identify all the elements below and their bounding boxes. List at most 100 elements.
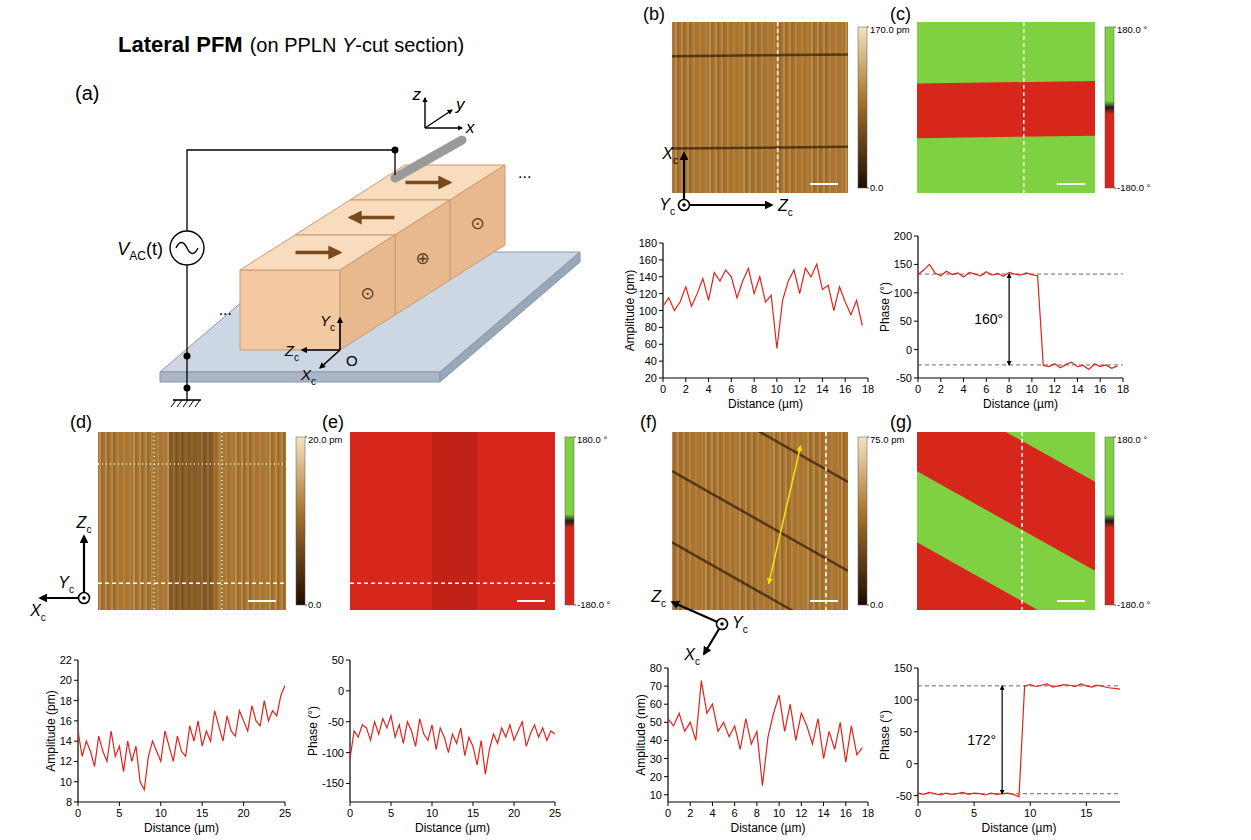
y-tick <box>664 740 668 741</box>
map-panel: (g)180.0 °-180.0 ° <box>890 325 1151 642</box>
domain-wall <box>672 147 848 149</box>
texture <box>699 22 701 193</box>
x-tick-label: 0 <box>660 383 666 395</box>
y-tick-label: 10 <box>60 776 72 788</box>
axis-name: Xc <box>29 602 46 623</box>
colorbar-tick <box>867 437 869 438</box>
y-tick-label: 100 <box>894 287 912 299</box>
ac-source <box>170 231 204 265</box>
texture <box>758 22 759 193</box>
colorbar-label: 20.0 pm <box>308 434 342 445</box>
data-line <box>668 681 862 786</box>
axis-arrow <box>672 602 722 624</box>
profile-line <box>154 432 156 610</box>
y-tick <box>914 378 918 379</box>
y-tick <box>664 668 668 669</box>
texture <box>712 22 713 193</box>
map-image <box>917 22 1095 193</box>
x-tick-label: 0 <box>915 807 921 819</box>
y-axis-title: Phase (°) <box>878 282 892 332</box>
y-axis-title: Amplitude (pm) <box>44 690 58 771</box>
x-tick <box>918 802 919 806</box>
y-tick <box>74 660 78 661</box>
y-tick-label: 200 <box>894 230 912 242</box>
domain <box>917 432 1095 482</box>
x-tick <box>1054 378 1055 382</box>
colorbar-label: -180.0 ° <box>1117 182 1151 193</box>
y-tick <box>346 783 350 784</box>
y-tick-label: 50 <box>900 726 912 738</box>
axis-name: Zc <box>284 342 299 363</box>
x-tick <box>731 378 732 382</box>
axis-name: Zc <box>76 514 92 535</box>
x-tick-label: 16 <box>839 383 851 395</box>
texture <box>677 432 679 610</box>
y-tick-label: 40 <box>650 734 662 746</box>
scale-bar <box>810 183 838 185</box>
colorbar-label: 75.0 pm <box>870 434 904 445</box>
scale-bar <box>810 600 838 602</box>
x-tick <box>473 802 474 806</box>
data-line <box>78 685 285 789</box>
x-tick <box>1100 378 1101 382</box>
x-axis-title: Distance (µm) <box>728 397 803 411</box>
texture <box>675 22 677 193</box>
y-tick <box>74 741 78 742</box>
texture <box>752 22 753 193</box>
x-tick <box>754 378 755 382</box>
x-tick <box>514 802 515 806</box>
texture <box>786 22 787 193</box>
scale-bar <box>1057 600 1085 602</box>
x-tick-label: 6 <box>728 383 734 395</box>
texture <box>795 22 797 193</box>
x-tick-label: 15 <box>467 807 479 819</box>
x-axis <box>918 801 1120 802</box>
origin-label: O <box>346 352 358 369</box>
x-tick-label: 14 <box>816 383 828 395</box>
x-tick <box>668 802 669 806</box>
axis-name: Xc <box>683 646 700 667</box>
node <box>184 385 191 392</box>
axis-name: Yc <box>58 574 74 595</box>
axis-name: Yc <box>659 196 675 217</box>
axis-name: z <box>412 85 422 104</box>
x-axis <box>668 801 868 802</box>
colorbar-tick <box>867 27 869 28</box>
y-tick <box>914 668 918 669</box>
x-tick <box>868 802 869 806</box>
domain-wall <box>672 432 848 482</box>
texture <box>123 432 125 610</box>
panel-label: (a) <box>75 82 99 104</box>
x-axis-title: Distance (µm) <box>144 821 219 835</box>
y-tick-label: 0 <box>906 344 912 356</box>
node <box>392 147 399 154</box>
x-tick-label: 14 <box>817 807 829 819</box>
panel-label: (b) <box>643 4 665 24</box>
texture <box>783 22 785 193</box>
texture <box>235 432 237 610</box>
y-tick-label: 40 <box>645 355 657 367</box>
x-tick <box>940 378 941 382</box>
ground-hatch <box>183 400 188 407</box>
x-tick-label: 0 <box>347 807 353 819</box>
wire <box>187 150 395 231</box>
polarization-symbol: ⊙ <box>470 214 484 233</box>
y-tick-label: 80 <box>645 321 657 333</box>
y-tick <box>914 292 918 293</box>
y-tick <box>74 781 78 782</box>
axis-arrow <box>425 127 462 128</box>
x-tick-label: 5 <box>388 807 394 819</box>
y-tick <box>914 321 918 322</box>
x-tick-label: 18 <box>862 383 874 395</box>
texture <box>714 432 715 610</box>
texture <box>683 432 685 610</box>
data-line <box>663 264 862 348</box>
axis-arrow <box>40 597 84 599</box>
x-tick-label: 0 <box>75 807 81 819</box>
y-tick-label: 50 <box>650 716 662 728</box>
texture <box>718 22 719 193</box>
x-tick-label: 12 <box>1049 383 1061 395</box>
x-tick-label: 10 <box>1024 807 1036 819</box>
x-tick-label: 15 <box>196 807 208 819</box>
x-tick-label: 16 <box>1094 383 1106 395</box>
